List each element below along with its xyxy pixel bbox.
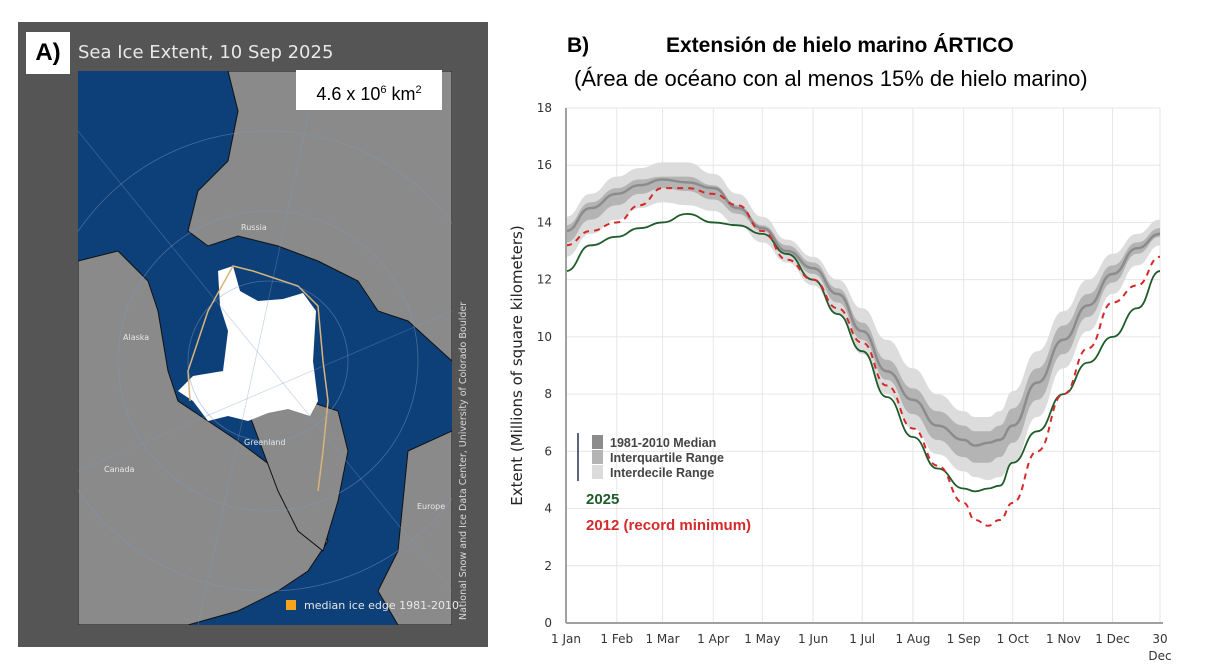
series-line-1981-2010 <box>565 178 1161 447</box>
map-title: Sea Ice Extent, 10 Sep 2025 <box>78 42 334 63</box>
legend-label: 1981-2010 Median <box>610 436 716 450</box>
axis-layer: 0 2 4 6 8 10 12 14 16 18 1 Jan 1 Feb 1 Mar 1 Apr 1 May… <box>508 101 1172 663</box>
band-interdecile-range <box>566 162 1160 480</box>
y-tick-label: 8 <box>544 387 552 401</box>
x-tick-label: 30 <box>1152 632 1167 646</box>
x-tick-label: 1 Dec <box>1095 632 1130 646</box>
series-line-2025 <box>565 212 1161 493</box>
land-greenland <box>247 400 349 552</box>
legend-swatch-icon <box>592 435 603 449</box>
x-tick-label: 1 Nov <box>1046 632 1081 646</box>
arctic-map-graphic <box>78 71 452 625</box>
place-label-alaska: Alaska <box>123 333 150 342</box>
x-tick-label: 1 Oct <box>997 632 1029 646</box>
line-layer <box>565 178 1161 527</box>
panel-b-label: B) <box>567 34 590 57</box>
y-tick-label: 4 <box>544 502 552 516</box>
x-tick-label: 1 May <box>744 632 780 646</box>
sea-ice <box>178 266 318 421</box>
panel-a-label: A) <box>26 32 70 74</box>
x-tick-label: 1 Jun <box>798 632 828 646</box>
y-tick-label: 0 <box>544 616 552 630</box>
band-layer <box>566 162 1160 480</box>
legend-label-2012: 2012 (record minimum) <box>586 517 751 534</box>
place-label-canada: Canada <box>104 465 135 474</box>
extent-unit: km <box>391 84 416 104</box>
place-label-russia: Russia <box>241 223 267 232</box>
sea-ice-map-panel: Russia Alaska Greenland Canada Europe A)… <box>18 22 488 647</box>
x-tick-label: 1 Aug <box>895 632 930 646</box>
map-legend-label: median ice edge 1981-2010 <box>304 599 460 612</box>
median-ice-edge-swatch-icon <box>286 600 296 610</box>
y-tick-label: 10 <box>537 330 552 344</box>
extent-value-box: 4.6 x 106 km2 <box>296 70 442 110</box>
y-tick-label: 14 <box>537 215 552 229</box>
place-label-greenland: Greenland <box>244 438 286 447</box>
extent-exponent: 6 <box>380 84 387 96</box>
arctic-map: Russia Alaska Greenland Canada Europe <box>78 71 452 625</box>
x-tick-label: 1 Jul <box>849 632 875 646</box>
x-tick-label: 1 Jan <box>551 632 581 646</box>
y-tick-label: 16 <box>537 158 552 172</box>
y-tick-label: 12 <box>537 273 552 287</box>
legend-swatch-icon <box>592 450 603 464</box>
x-tick-label-line2: Dec <box>1148 649 1171 663</box>
chart-title: Extensión de hielo marino ÁRTICO <box>666 34 1014 57</box>
legend-label-2025: 2025 <box>586 491 619 508</box>
y-axis-label: Extent (Millions of square kilometers) <box>508 225 526 505</box>
map-legend: median ice edge 1981-2010 <box>286 599 459 612</box>
legend-label: Interquartile Range <box>610 451 724 465</box>
y-tick-label: 2 <box>544 559 552 573</box>
place-label-europe: Europe <box>417 502 446 511</box>
chart-subtitle: (Área de océano con al menos 15% de hiel… <box>574 66 1088 91</box>
x-tick-label: 1 Mar <box>645 632 679 646</box>
x-tick-label: 1 Apr <box>697 632 729 646</box>
x-tick-label: 1 Sep <box>947 632 981 646</box>
legend-swatch-icon <box>592 465 603 479</box>
median-ice-edge <box>187 265 329 492</box>
x-tick-label: 1 Feb <box>600 632 633 646</box>
extent-value: 4.6 x 10 <box>316 84 381 104</box>
land-russia <box>187 71 452 362</box>
y-tick-label: 18 <box>537 101 552 115</box>
series-line-2012 <box>565 187 1161 527</box>
extent-unit-exponent: 2 <box>415 84 422 96</box>
legend-label: Interdecile Range <box>610 466 714 480</box>
y-tick-label: 6 <box>544 444 552 458</box>
